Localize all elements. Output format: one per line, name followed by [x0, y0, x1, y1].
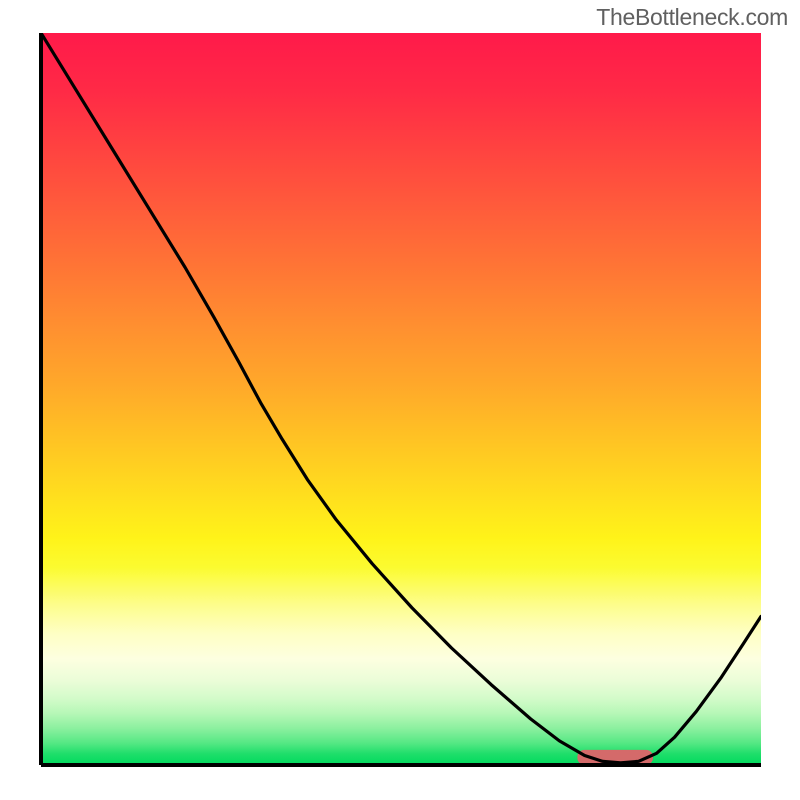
chart-container: { "watermark": { "text": "TheBottleneck.… — [0, 0, 800, 800]
watermark-text: TheBottleneck.com — [596, 4, 788, 31]
bottleneck-gradient-chart — [0, 0, 800, 800]
gradient-background — [41, 33, 761, 765]
